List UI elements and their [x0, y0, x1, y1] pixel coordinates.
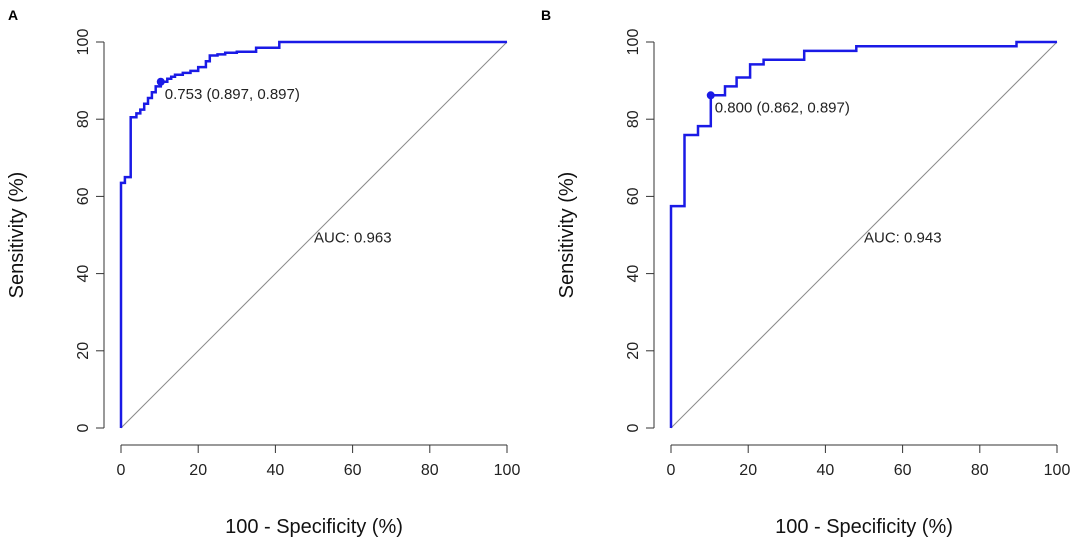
panel-a-y-tick-label: 40	[75, 265, 92, 283]
panel-b-y-tick-label: 0	[625, 423, 642, 432]
panel-b-x-ticks: 0 20 40 60 80 100	[667, 445, 1071, 479]
panel-b-threshold-label: 0.800 (0.862, 0.897)	[715, 99, 850, 116]
panel-b-y-tick-label: 80	[625, 110, 642, 128]
panel-a-x-ticks: 0 20 40 60 80 100	[117, 445, 521, 479]
panel-b-threshold-point	[707, 91, 715, 99]
panel-a-x-axis-title: 100 - Specificity (%)	[225, 516, 403, 538]
panel-b-y-tick-label: 60	[625, 187, 642, 205]
panel-a-y-tick-label: 80	[75, 110, 92, 128]
panel-a-threshold-label: 0.753 (0.897, 0.897)	[165, 86, 300, 103]
panel-a-auc-label: AUC: 0.963	[314, 230, 392, 247]
panel-b-x-tick-label: 0	[667, 462, 676, 479]
panel-b: B 0 20 40 60 80 100 0 20 40 60 80 100 0.800 (0.862…	[541, 7, 1070, 538]
panel-b-x-tick-label: 20	[739, 462, 757, 479]
panel-a-plot: 0 20 40 60 80 100 0 20 40 60 80 100 0.753 (0.897, …	[75, 29, 520, 479]
panel-a-x-tick-label: 20	[189, 462, 207, 479]
panel-b-plot: 0 20 40 60 80 100 0 20 40 60 80 100 0.800 (0.862, …	[625, 29, 1070, 479]
panel-a-x-tick-label: 0	[117, 462, 126, 479]
panel-b-x-tick-label: 100	[1044, 462, 1071, 479]
panel-b-auc-label: AUC: 0.943	[864, 230, 942, 247]
panel-b-y-axis-title: Sensitivity (%)	[556, 172, 578, 299]
panel-a-threshold-point	[157, 78, 165, 86]
panel-b-y-tick-label: 20	[625, 342, 642, 360]
panel-b-x-axis-title: 100 - Specificity (%)	[775, 516, 953, 538]
panel-b-y-tick-label: 40	[625, 265, 642, 283]
panel-a-y-ticks: 0 20 40 60 80 100	[75, 29, 104, 433]
panel-b-x-tick-label: 80	[971, 462, 989, 479]
panel-a-y-axis-title: Sensitivity (%)	[6, 172, 28, 299]
panel-b-x-tick-label: 60	[894, 462, 912, 479]
panel-a-x-tick-label: 100	[494, 462, 521, 479]
roc-figure: A 0 20 40 60 80 100 0 20 40 60 80 100 0.753 (0.897…	[0, 0, 1084, 555]
panel-b-label: B	[541, 7, 551, 23]
panel-b-y-ticks: 0 20 40 60 80 100	[625, 29, 654, 433]
panel-a-y-tick-label: 0	[75, 423, 92, 432]
panel-a-x-tick-label: 80	[421, 462, 439, 479]
panel-a-y-tick-label: 60	[75, 187, 92, 205]
panel-a-x-tick-label: 40	[267, 462, 285, 479]
panel-a-label: A	[8, 7, 18, 23]
panel-a-x-tick-label: 60	[344, 462, 362, 479]
panel-a: A 0 20 40 60 80 100 0 20 40 60 80 100 0.753 (0.897…	[6, 7, 520, 538]
panel-a-y-tick-label: 20	[75, 342, 92, 360]
panel-a-y-tick-label: 100	[75, 29, 92, 56]
panel-b-x-tick-label: 40	[817, 462, 835, 479]
panel-b-y-tick-label: 100	[625, 29, 642, 56]
